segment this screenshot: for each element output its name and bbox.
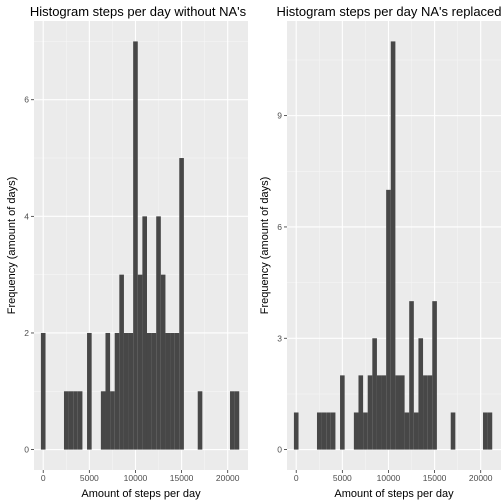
histogram-bar [110,391,115,450]
histogram-bar [123,332,129,450]
histogram-bar [174,332,180,450]
histogram-bar [68,391,74,450]
y-tick-label: 3 [277,333,282,343]
histogram-bar [77,391,83,450]
histogram-bar [432,301,437,450]
histogram-bar [395,375,400,450]
bars [293,41,493,450]
histogram-bar [234,391,240,450]
histogram-bar [423,375,428,450]
x-axis-title: Amount of steps per day [81,488,201,500]
histogram-bar [372,338,377,450]
x-tick-label: 20000 [469,473,493,483]
histogram-bar [146,332,152,450]
x-tick-label: 5000 [80,473,99,483]
y-tick-label: 9 [277,111,282,121]
histogram-bar [151,332,157,450]
x-tick-label: 20000 [216,473,240,483]
x-axis: 0 5000 10000 15000 20000 [294,470,493,483]
histogram-bar [128,332,134,450]
histogram-bar [363,412,368,450]
histogram-bar [381,375,387,450]
histogram-bar [399,375,405,450]
histogram-bar [316,412,322,450]
y-tick-label: 0 [277,445,282,455]
histogram-bar [450,412,456,450]
histogram-bar [114,332,120,450]
histogram-panel-without-na: Histogram steps per day without NA's 0 2 4… [6,4,248,500]
y-axis-title: Frequency (amount of days) [6,177,18,315]
histogram-bar [427,375,433,450]
y-tick-label: 0 [24,445,29,455]
histogram-bar [165,332,171,450]
y-tick-label: 6 [24,95,29,105]
histogram-bar [293,412,299,450]
x-tick-label: 0 [294,473,299,483]
histogram-bar [119,274,124,450]
histogram-bar [63,391,69,450]
histogram-bar [73,391,78,450]
histogram-bar [87,332,92,450]
histogram-bar [413,412,419,450]
histogram-bar [390,41,396,450]
histogram-panel-na-replaced: Histogram steps per day NA's replaced 0 3… [259,4,502,500]
x-axis: 0 5000 10000 15000 20000 [41,470,240,483]
histogram-bar [142,216,147,450]
histogram-bar [197,391,203,450]
histogram-bar [179,158,184,450]
histogram-bar [40,332,46,450]
bars [40,41,240,450]
histogram-bar [353,412,359,450]
histogram-bar [156,216,161,450]
histogram-bar [358,375,364,450]
histogram-bar [326,412,331,450]
histogram-bar [137,274,143,450]
histogram-bar [100,391,106,450]
chart-title: Histogram steps per day without NA's [30,4,247,19]
x-tick-label: 10000 [377,473,401,483]
y-axis: 0 2 4 6 [24,95,34,455]
histogram-bar [321,412,327,450]
histogram-bar [340,375,345,450]
histogram-bar [133,41,138,450]
y-tick-label: 2 [24,328,29,338]
histogram-bar [367,375,373,450]
histogram-bar [330,412,336,450]
x-tick-label: 5000 [333,473,352,483]
histogram-bar [418,338,424,450]
histogram-bar [170,332,175,450]
histogram-bar [409,301,414,450]
histogram-bar [105,332,111,450]
histogram-bar [230,391,235,450]
y-axis-title: Frequency (amount of days) [259,177,271,315]
y-axis: 0 3 6 9 [277,111,287,455]
x-tick-label: 0 [41,473,46,483]
x-tick-label: 15000 [170,473,194,483]
histogram-bar [386,189,391,450]
histogram-bar [160,274,166,450]
x-axis-title: Amount of steps per day [334,488,454,500]
x-tick-label: 10000 [124,473,148,483]
histogram-bar [404,412,410,450]
chart-title: Histogram steps per day NA's replaced [276,4,501,19]
histogram-bar [483,412,488,450]
y-tick-label: 4 [24,211,29,221]
x-tick-label: 15000 [423,473,447,483]
histogram-bar [376,375,382,450]
y-tick-label: 6 [277,222,282,232]
histogram-bar [487,412,493,450]
